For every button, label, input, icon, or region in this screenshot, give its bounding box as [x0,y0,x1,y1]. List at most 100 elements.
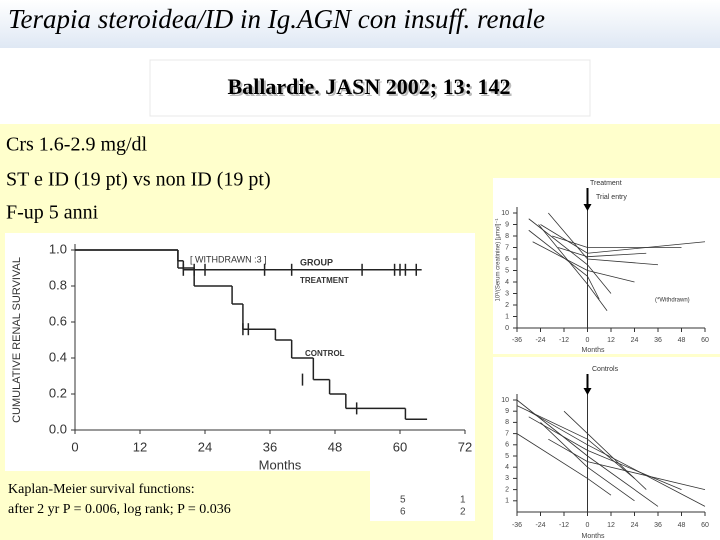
arrow-head [583,204,592,211]
x-tick-label: -24 [535,337,545,344]
x-tick-label: 24 [198,439,212,454]
x-tick-label: 12 [607,522,615,529]
patient-line [540,422,635,502]
x-tick-label: 60 [701,337,709,344]
bullet: F-up 5 anni [6,202,99,224]
x-tick-label: 36 [263,439,277,454]
y-tick-label: 2 [505,486,509,493]
y-tick-label: 10 [501,397,509,404]
patient-line [548,212,659,266]
y-tick-label: 0.8 [49,277,67,292]
x-axis-label: Months [259,457,302,472]
patient-line [528,229,600,300]
x-axis-label: Months [582,347,605,354]
annotation: [ WITHDRAWN :3 ] [190,254,267,264]
risk-cell: 2 [460,507,466,518]
x-tick-label: -12 [559,522,569,529]
y-tick-label: 6 [505,442,509,449]
patient-line [532,241,635,283]
y-tick-label: 5 [505,267,509,274]
subtitle-box [149,59,591,117]
caption: after 2 yr P = 0.006, log rank; P = 0.03… [8,502,231,517]
y-tick-label: 8 [505,419,509,426]
patient-line [540,224,706,254]
arrow-head [583,388,592,395]
x-tick-label: 48 [678,337,686,344]
km-panel [5,233,475,471]
y-tick-label: 0.2 [49,385,67,400]
y-tick-label: 1 [505,498,509,505]
y-tick-label: 4 [505,279,509,286]
x-tick-label: 24 [631,337,639,344]
risk-cell: 5 [400,495,406,506]
x-tick-label: 48 [328,439,342,454]
x-tick-label: -36 [512,337,522,344]
patient-line [558,247,647,258]
x-tick-label: 60 [393,439,407,454]
y-tick-label: 1.0 [49,241,67,256]
risk-cell: 6 [400,507,406,518]
y-axis-label: 10³/(Serum creatinine) [μmol]⁻¹ [496,219,502,302]
bullet: ST e ID (19 pt) vs non ID (19 pt) [6,169,271,191]
annotation: Controls [592,366,619,373]
patient-line [552,235,682,248]
annotation: GROUP [300,257,333,267]
y-axis-label: CUMULATIVE RENAL SURVIVAL [11,257,23,423]
x-tick-label: -36 [512,522,522,529]
x-tick-label: -24 [535,522,545,529]
x-tick-label: 36 [654,522,662,529]
patient-line [563,410,647,490]
series-label: CONTROL [305,349,345,358]
patient-line [538,224,608,311]
x-tick-label: 36 [654,337,662,344]
title-bar [0,0,720,48]
patient-line [516,433,612,496]
x-tick-label: 60 [701,522,709,529]
y-tick-label: 9 [505,221,509,228]
x-tick-label: 24 [631,522,639,529]
title: Terapia steroidea/ID in Ig.AGN con insuf… [8,4,545,34]
treatment-panel [493,178,720,354]
y-tick-label: 9 [505,408,509,415]
y-tick-label: 0.6 [49,313,67,328]
x-tick-label: -12 [559,337,569,344]
y-tick-label: 3 [505,290,509,297]
y-tick-label: 7 [505,430,509,437]
series-label: TREATMENT [300,276,349,285]
x-axis-label: Months [582,533,605,540]
patient-line [516,399,659,507]
y-tick-label: 0 [505,325,509,332]
patient-line [528,410,706,507]
risk-panel [370,471,475,521]
y-tick-label: 3 [505,475,509,482]
y-tick-label: 0.4 [49,349,67,364]
bullet: Crs 1.6-2.9 mg/dl [6,134,148,156]
risk-cell: 1 [460,495,466,506]
x-tick-label: 12 [607,337,615,344]
x-tick-label: 0 [71,439,78,454]
caption: Kaplan-Meier survival functions: [8,482,195,497]
x-tick-label: 48 [678,522,686,529]
x-tick-label: 0 [586,522,590,529]
x-tick-label: 0 [586,337,590,344]
x-tick-label: 12 [133,439,147,454]
y-tick-label: 8 [505,233,509,240]
annotation: Trial entry [596,194,627,201]
annotation: (*Withdrawn) [655,298,690,304]
y-tick-label: 6 [505,256,509,263]
patient-line [548,438,706,490]
patient-line [516,405,635,479]
patient-line [528,218,612,294]
y-tick-label: 10 [501,210,509,217]
control-panel [493,357,720,540]
annotation: Treatment [590,180,622,187]
y-tick-label: 7 [505,244,509,251]
y-tick-label: 0.0 [49,421,67,436]
y-tick-label: 1 [505,313,509,320]
y-tick-label: 2 [505,302,509,309]
subtitle-shadow: Ballardie. JASN 2002; 13: 142 [230,76,513,101]
subtitle: Ballardie. JASN 2002; 13: 142 [228,74,511,99]
y-tick-label: 5 [505,453,509,460]
